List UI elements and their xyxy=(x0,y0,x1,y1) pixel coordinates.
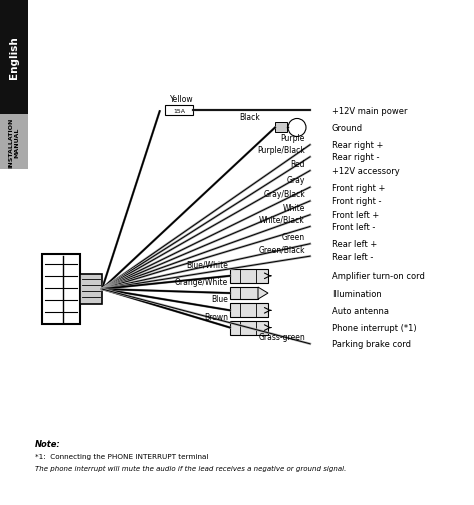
Text: INSTALLATION
MANUAL: INSTALLATION MANUAL xyxy=(9,117,19,167)
Text: Rear left +: Rear left + xyxy=(332,240,377,249)
Text: Yellow: Yellow xyxy=(170,95,193,104)
Text: Blue/White: Blue/White xyxy=(186,260,228,269)
Bar xyxy=(42,255,80,324)
Text: Front right -: Front right - xyxy=(332,197,382,206)
Text: 15A: 15A xyxy=(173,109,185,114)
Text: The phone interrupt will mute the audio if the lead receives a negative or groun: The phone interrupt will mute the audio … xyxy=(35,465,346,471)
Text: White: White xyxy=(283,204,305,212)
Text: Purple/Black: Purple/Black xyxy=(257,145,305,155)
Text: Illumination: Illumination xyxy=(332,289,382,298)
Bar xyxy=(230,321,268,335)
Bar xyxy=(230,304,268,318)
Text: Black: Black xyxy=(239,113,260,122)
Text: Brown: Brown xyxy=(204,312,228,321)
Text: +12V main power: +12V main power xyxy=(332,107,408,116)
Text: Parking brake cord: Parking brake cord xyxy=(332,340,411,348)
Text: Rear right +: Rear right + xyxy=(332,141,383,150)
Text: Green: Green xyxy=(282,232,305,241)
Bar xyxy=(230,269,268,283)
Text: Note:: Note: xyxy=(35,439,61,448)
Text: White/Black: White/Black xyxy=(259,215,305,224)
Bar xyxy=(0,115,28,170)
Text: Rear left -: Rear left - xyxy=(332,252,374,261)
Text: Ground: Ground xyxy=(332,124,363,133)
Text: Orange/White: Orange/White xyxy=(175,278,228,286)
Text: Purple: Purple xyxy=(281,133,305,142)
Bar xyxy=(165,106,193,116)
Text: Auto antenna: Auto antenna xyxy=(332,306,389,315)
Text: +12V accessory: +12V accessory xyxy=(332,167,400,176)
Text: *1:  Connecting the PHONE INTERRUPT terminal: *1: Connecting the PHONE INTERRUPT termi… xyxy=(35,453,209,459)
Polygon shape xyxy=(258,287,268,299)
Bar xyxy=(0,0,28,115)
Text: Rear right -: Rear right - xyxy=(332,153,380,162)
Text: Gray/Black: Gray/Black xyxy=(263,189,305,198)
Circle shape xyxy=(288,119,306,137)
Text: Front right +: Front right + xyxy=(332,183,385,192)
Text: Phone interrupt (*1): Phone interrupt (*1) xyxy=(332,323,417,332)
Bar xyxy=(230,287,258,299)
Text: Gray: Gray xyxy=(287,176,305,185)
Text: Grass-green: Grass-green xyxy=(258,332,305,341)
Text: Front left +: Front left + xyxy=(332,211,379,220)
Text: Red: Red xyxy=(291,159,305,168)
Text: Green/Black: Green/Black xyxy=(258,245,305,254)
Text: Front left -: Front left - xyxy=(332,223,375,231)
Text: Blue: Blue xyxy=(211,295,228,304)
Text: Amplifier turn-on cord: Amplifier turn-on cord xyxy=(332,272,425,281)
Bar xyxy=(275,123,287,133)
Text: English: English xyxy=(9,36,19,79)
Bar xyxy=(80,274,102,305)
